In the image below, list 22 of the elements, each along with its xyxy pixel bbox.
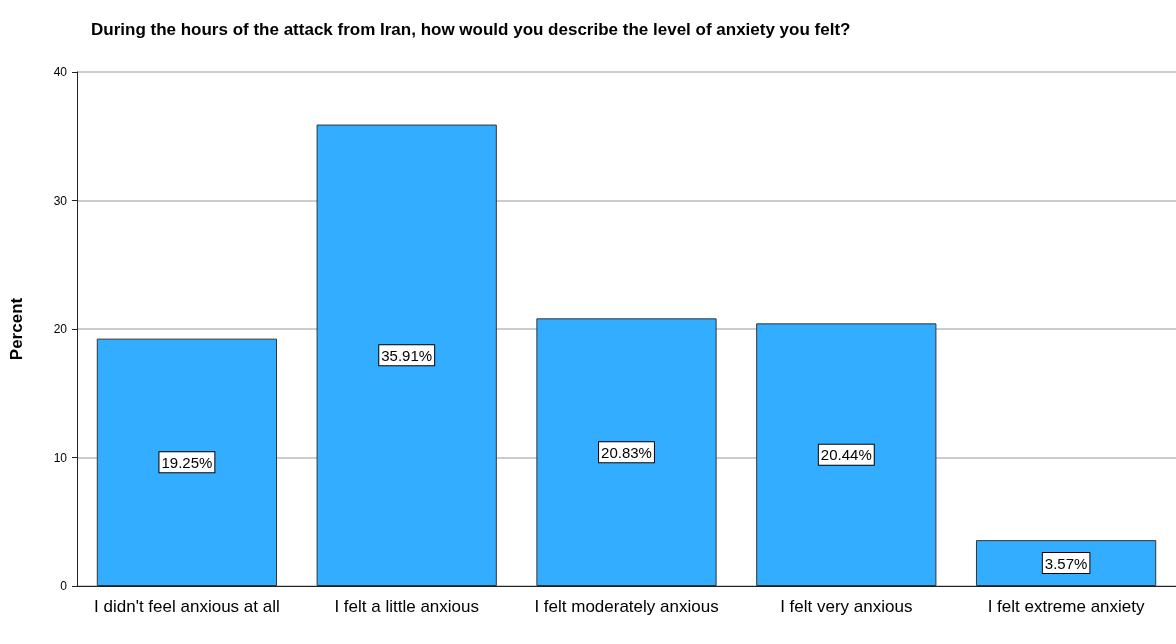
data-label: 20.44% — [820, 446, 872, 464]
y-tick-label: 40 — [53, 65, 68, 79]
y-tick-label: 10 — [53, 450, 68, 465]
x-tick-label: I felt moderately anxious — [534, 597, 719, 616]
data-label: 3.57% — [1044, 554, 1088, 572]
data-label: 19.25% — [161, 453, 213, 471]
x-tick-label: I didn't feel anxious at all — [94, 597, 280, 616]
bar — [316, 124, 497, 586]
bar — [756, 323, 937, 586]
x-tick-label: I felt extreme anxiety — [987, 597, 1146, 616]
y-tick-label: 30 — [53, 193, 68, 208]
bar — [96, 338, 278, 586]
chart-title: During the hours of the attack from Iran, how would you describe the level of anxiety you felt? — [91, 20, 851, 39]
y-tick-label: 20 — [53, 322, 68, 336]
y-tick-label: 0 — [60, 579, 68, 593]
y-axis-title: Percent — [7, 297, 26, 361]
x-tick-label: I felt a little anxious — [334, 597, 479, 616]
bar — [975, 540, 1157, 586]
data-label: 35.91% — [381, 346, 433, 364]
bar — [536, 318, 717, 586]
x-tick-label: I felt very anxious — [780, 597, 913, 616]
data-label: 20.83% — [601, 443, 652, 461]
